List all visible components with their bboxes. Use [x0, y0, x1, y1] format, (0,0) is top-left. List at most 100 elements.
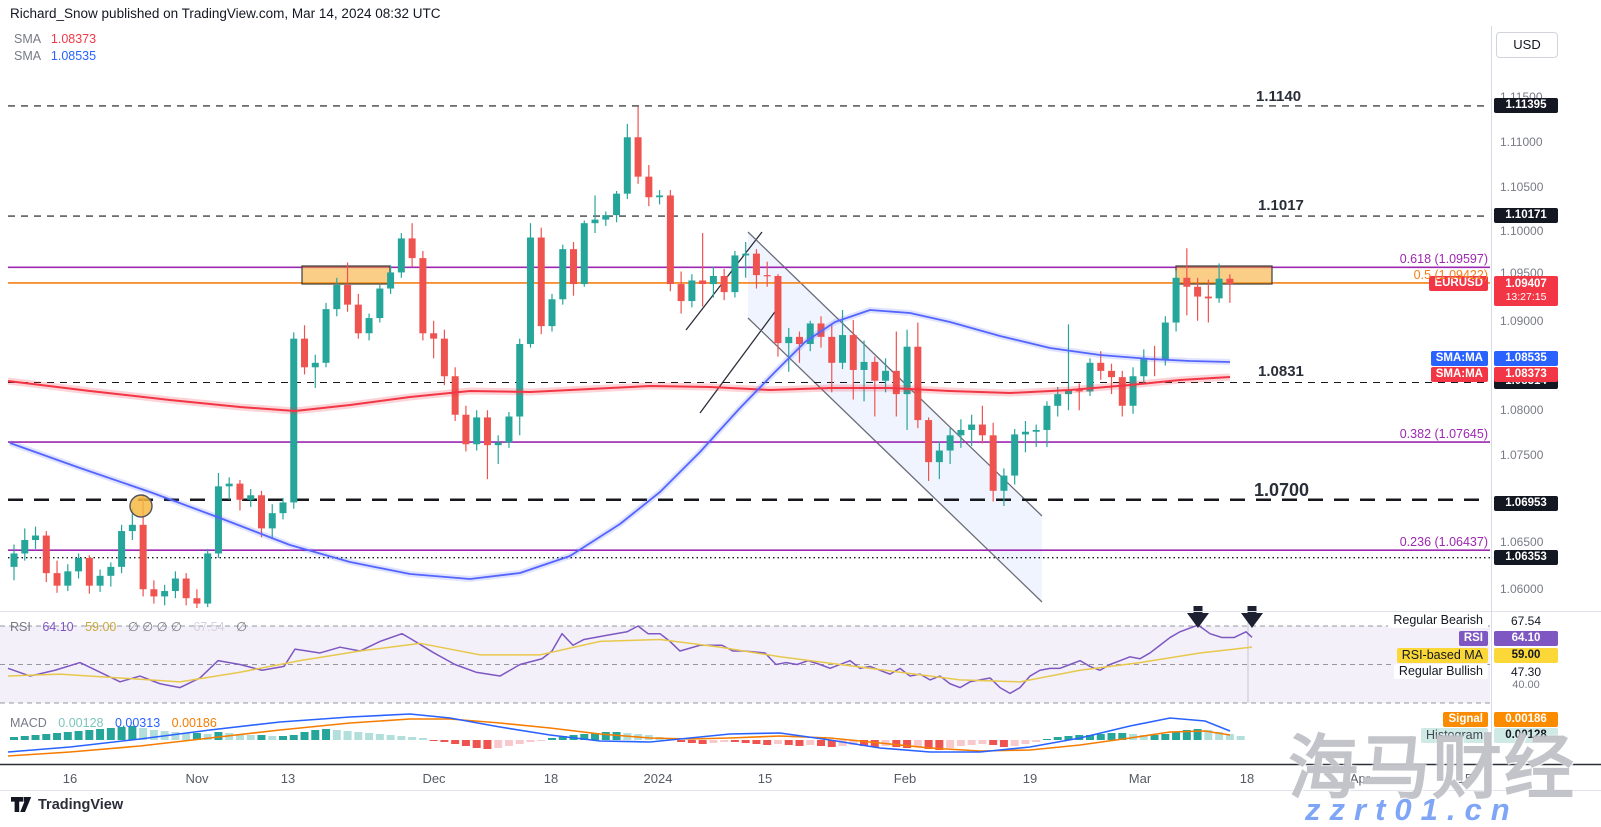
candle-body [1172, 277, 1180, 323]
candle-body [957, 429, 965, 436]
candle-body [1032, 429, 1040, 432]
time-tick-label: 15 [1457, 771, 1473, 786]
fib-level-label: 0.5 (1.09422) [1413, 268, 1488, 282]
candle-body [365, 318, 373, 334]
macd-histogram-bar [870, 740, 879, 747]
macd-histogram-bar [203, 734, 212, 740]
level-price-pill: 1.06953 [1494, 496, 1558, 511]
macd-histogram-bar [53, 733, 62, 740]
macd-histogram-bar [935, 740, 944, 750]
candle-body [214, 486, 222, 554]
time-tick-label: Feb [893, 771, 917, 786]
macd-histogram-bar [720, 740, 729, 742]
macd-legend-name: MACD [10, 716, 47, 730]
tradingview-logo-link[interactable]: TradingView [10, 796, 123, 813]
macd-histogram-bar [494, 740, 503, 748]
rsi-band [0, 626, 1490, 703]
rsi-ma-line [7, 638, 1253, 683]
time-tick-label: 13 [280, 771, 296, 786]
candle-body [752, 253, 760, 276]
rsi-legend-value: 64.10 [42, 620, 74, 634]
level-price-pill: 1.06353 [1494, 550, 1558, 565]
candle-body [376, 288, 384, 319]
candle-body [763, 275, 771, 277]
macd-legend[interactable]: MACD 0.00128 0.00313 0.00186 [10, 716, 225, 730]
sma-fast-badge: SMA:MA [1430, 351, 1488, 366]
macd-histogram-bar [687, 740, 696, 743]
candle-body [1226, 278, 1234, 285]
candle-body [580, 223, 588, 285]
time-tick-label: 19 [1022, 771, 1038, 786]
candle-body [344, 284, 352, 305]
macd-histogram-bar [1204, 730, 1213, 740]
candle-body [871, 361, 879, 381]
time-tick-label: Apr [1349, 771, 1371, 786]
macd-histogram-bar [483, 740, 492, 749]
macd-histogram-bar [1172, 732, 1181, 740]
candle-body [709, 276, 717, 285]
candle-body [85, 557, 93, 586]
candle-body [505, 416, 513, 443]
macd-legend-macd-value: 0.00313 [114, 716, 161, 730]
price-tick-label: 1.10500 [1500, 180, 1544, 194]
macd-histogram-bar [42, 734, 51, 740]
candle-body [322, 309, 330, 363]
rsi-legend-hidden-value-2: ∅ [236, 620, 247, 634]
price-level-label: 1.0831 [1258, 363, 1304, 380]
candle-body [171, 578, 179, 592]
candle-body [247, 495, 255, 500]
macd-histogram-bar [257, 735, 266, 740]
macd-histogram-bar [784, 740, 793, 745]
sma-legend-row-1[interactable]: SMA 1.08373 [14, 32, 96, 46]
macd-histogram-bar [192, 733, 201, 740]
candle-body [64, 571, 72, 586]
candle-body [677, 284, 685, 302]
macd-histogram-bar [85, 730, 94, 740]
candle-body [1043, 405, 1051, 430]
macd-histogram-bar [171, 732, 180, 740]
candle-body [666, 195, 674, 285]
candle-body [1011, 434, 1019, 476]
sma-legend-row-2[interactable]: SMA 1.08535 [14, 49, 96, 63]
macd-histogram-bar [978, 740, 987, 744]
candle-body [483, 417, 491, 446]
level-price-pill: 1.10171 [1494, 208, 1558, 223]
signal-badge: Signal [1443, 712, 1488, 727]
candle-body [935, 450, 943, 463]
macd-histogram-bar [1225, 734, 1234, 740]
tradingview-logo-icon [11, 797, 32, 812]
candle-body [742, 253, 750, 256]
macd-histogram-bar [31, 735, 40, 740]
trendline [699, 304, 781, 414]
time-tick-label: 18 [543, 771, 559, 786]
candle-body [408, 238, 416, 259]
candle-body [387, 272, 395, 289]
candle-body [828, 336, 836, 363]
main-pane [7, 105, 1490, 608]
macd-histogram-bar [806, 740, 815, 745]
rsi-legend[interactable]: RSI 64.10 59.00 ∅ ∅ ∅ ∅ 67.54 ∅ [10, 619, 255, 634]
currency-unit-button[interactable]: USD [1496, 32, 1558, 58]
macd-histogram-bar [354, 732, 363, 740]
macd-histogram-bar [20, 736, 29, 740]
sma-slow-badge: SMA:MA [1430, 367, 1488, 382]
candle-body [42, 535, 50, 574]
rsi-legend-ghost-value: 67.54 [193, 620, 225, 634]
candle-body [128, 524, 136, 532]
macd-histogram-bar [913, 740, 922, 747]
macd-histogram-bar [214, 732, 223, 740]
candle-body [21, 540, 29, 554]
candles-layer [10, 106, 1234, 608]
candle-body [473, 417, 481, 445]
candle-body [570, 249, 578, 285]
macd-histogram-bar [322, 729, 331, 740]
macd-histogram-bar [677, 740, 686, 742]
regular-bullish-value: 47.30 [1510, 665, 1542, 679]
supply-zone-box [1175, 265, 1273, 285]
macd-histogram-bar [773, 740, 782, 744]
price-tick-label: 1.11000 [1500, 135, 1543, 149]
histogram-badge: Histogram [1421, 728, 1488, 743]
candle-body [978, 424, 986, 436]
macd-legend-signal-value: 0.00186 [171, 716, 217, 730]
candle-body [96, 575, 104, 586]
